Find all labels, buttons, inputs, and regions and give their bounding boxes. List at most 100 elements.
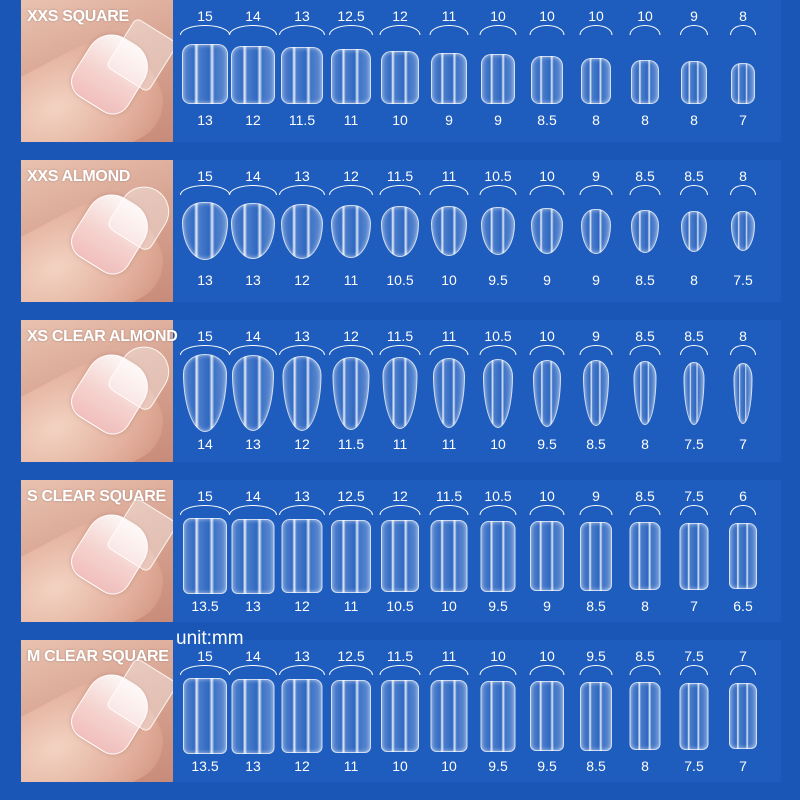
bottom-width-label: 12 [245, 112, 261, 128]
bottom-width-label: 8.5 [586, 598, 606, 614]
tip-cell: 10 8 [571, 0, 621, 142]
row-title: XXS ALMOND [27, 168, 131, 185]
top-width-label: 7.5 [684, 488, 704, 504]
top-width-label: 8 [739, 328, 747, 344]
width-arc [379, 665, 421, 675]
finger-photo [21, 480, 173, 622]
width-arc [379, 345, 421, 355]
tip-grid: 15 13.5 14 13 13 12 12.5 11 12 10.5 11.5 10 10.5 9.5 1… [180, 480, 781, 622]
top-width-label: 9.5 [586, 648, 606, 664]
width-arc [529, 665, 565, 675]
nail-tip [530, 521, 564, 591]
nail-tip [531, 56, 563, 104]
tip-cell: 14 12 [228, 0, 278, 142]
top-width-label: 7.5 [684, 648, 704, 664]
bottom-width-label: 8.5 [537, 112, 557, 128]
bottom-width-label: 11 [343, 112, 359, 128]
bottom-width-label: 10 [392, 758, 408, 774]
bottom-width-label: 7 [739, 112, 747, 128]
top-width-label: 14 [245, 168, 261, 184]
top-width-label: 8.5 [684, 168, 704, 184]
tip-cell: 13 12 [277, 640, 327, 782]
top-width-label: 13 [294, 8, 310, 24]
tip-cell: 9.5 8.5 [571, 640, 621, 782]
bottom-width-label: 12 [294, 598, 310, 614]
tip-cell: 10 9.5 [522, 640, 572, 782]
top-width-label: 14 [245, 648, 261, 664]
top-width-label: 10.5 [484, 488, 512, 504]
tip-cell: 10.5 9.5 [473, 160, 523, 302]
top-width-label: 12 [392, 8, 408, 24]
top-width-label: 15 [197, 648, 213, 664]
bottom-width-label: 7 [690, 598, 698, 614]
nail-tip [631, 60, 659, 104]
bottom-width-label: 10.5 [386, 272, 414, 288]
nail-tip [683, 361, 705, 425]
width-arc [579, 185, 613, 195]
tip-grid: 15 13 14 13 13 12 12 11 11.5 10.5 11 10 10.5 9.5 10 9 9 9… [180, 160, 781, 302]
tip-cell: 10.5 9.5 [473, 480, 523, 622]
nail-tip [431, 53, 467, 104]
tip-cell: 13 12 [277, 320, 327, 462]
nail-tip [629, 682, 661, 750]
top-width-label: 8.5 [635, 488, 655, 504]
bottom-width-label: 11 [343, 758, 359, 774]
nail-tip [231, 518, 275, 594]
tip-cell: 11.5 10 [424, 480, 474, 622]
nail-tip [629, 522, 661, 590]
top-width-label: 15 [197, 488, 213, 504]
top-width-label: 12.5 [337, 488, 365, 504]
width-arc [429, 25, 469, 35]
bottom-width-label: 13.5 [191, 598, 219, 614]
top-width-label: 8 [739, 168, 747, 184]
width-arc [229, 345, 277, 355]
top-width-label: 11 [441, 8, 457, 24]
nail-tip [679, 522, 709, 590]
width-arc [229, 185, 277, 195]
width-arc [529, 345, 565, 355]
tip-cell: 11 11 [424, 320, 474, 462]
bottom-width-label: 10 [392, 112, 408, 128]
width-arc [279, 25, 325, 35]
nail-tip [282, 355, 322, 431]
width-arc [680, 25, 708, 35]
width-arc [479, 25, 517, 35]
bottom-width-label: 11.5 [337, 436, 365, 452]
tip-cell: 8.5 8 [620, 640, 670, 782]
width-arc [429, 665, 469, 675]
top-width-label: 15 [197, 328, 213, 344]
tip-cell: 12.5 11 [326, 0, 376, 142]
nail-tip [182, 44, 228, 104]
bottom-width-label: 9 [543, 272, 551, 288]
top-width-label: 10 [490, 648, 506, 664]
nail-tip [430, 680, 468, 752]
top-width-label: 11 [441, 328, 457, 344]
bottom-width-label: 9.5 [488, 598, 508, 614]
bottom-width-label: 9 [543, 598, 551, 614]
tip-cell: 10 9 [473, 0, 523, 142]
nail-tip [281, 679, 323, 753]
bottom-width-label: 8 [592, 112, 600, 128]
tip-cell: 11.5 11 [375, 320, 425, 462]
width-arc [730, 665, 756, 675]
tip-cell: 13 12 [277, 480, 327, 622]
tip-cell: 14 13 [228, 320, 278, 462]
tip-cell: 7.5 7 [669, 480, 719, 622]
width-arc [329, 665, 373, 675]
bottom-width-label: 10 [441, 758, 457, 774]
bottom-width-label: 7 [739, 758, 747, 774]
nail-tip [331, 204, 371, 258]
bottom-width-label: 10 [490, 436, 506, 452]
width-arc [379, 505, 421, 515]
nail-tip [481, 207, 515, 255]
nail-tip [331, 679, 371, 753]
bottom-width-label: 13 [197, 112, 213, 128]
tip-grid: 15 13.5 14 13 13 12 12.5 11 11.5 10 11 10 10 9.5 10 9.5… [180, 640, 781, 782]
tip-cell: 11.5 10 [375, 640, 425, 782]
width-arc [329, 185, 373, 195]
top-width-label: 10 [539, 328, 555, 344]
tip-cell: 10.5 10 [473, 320, 523, 462]
bottom-width-label: 14 [197, 436, 213, 452]
top-width-label: 10.5 [484, 168, 512, 184]
nail-tip [382, 357, 418, 429]
